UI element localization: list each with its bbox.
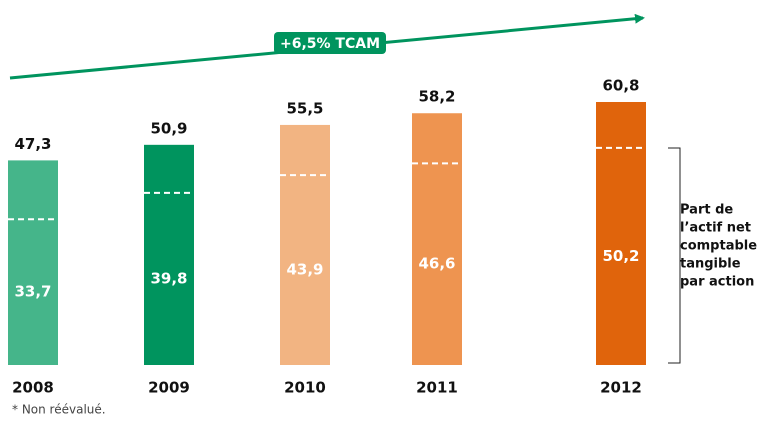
x-tick-label: 2008 — [12, 379, 54, 397]
footnote: * Non réévalué. — [12, 403, 106, 417]
x-tick-label: 2010 — [284, 379, 326, 397]
bracket-label: comptable — [680, 239, 757, 254]
bracket-label: tangible — [680, 257, 741, 272]
inner-value-label: 33,7 — [14, 283, 51, 301]
annotation-box — [274, 32, 386, 54]
inner-value-label: 43,9 — [286, 261, 323, 279]
bar — [144, 144, 194, 365]
bar — [412, 113, 462, 366]
inner-value-label: 39,8 — [150, 269, 187, 287]
value-label: 55,5 — [286, 99, 323, 117]
bar — [8, 160, 58, 365]
value-label: 50,9 — [150, 119, 187, 137]
x-tick-label: 2011 — [416, 379, 458, 397]
inner-value-label: 50,2 — [602, 247, 639, 265]
x-tick-label: 2009 — [148, 379, 190, 397]
bar — [596, 102, 646, 365]
value-label: 60,8 — [602, 77, 639, 95]
bracket-label: l’actif net — [680, 221, 751, 236]
bracket-label: Part de — [680, 203, 733, 218]
bracket — [668, 147, 681, 364]
bar — [280, 124, 330, 365]
value-label: 47,3 — [14, 135, 51, 153]
inner-value-label: 46,6 — [418, 255, 455, 273]
x-tick-label: 2012 — [600, 379, 642, 397]
bracket-label: par action — [680, 275, 754, 290]
value-label: 58,2 — [418, 88, 455, 106]
annotation: +6,5% TCAM — [280, 36, 380, 52]
